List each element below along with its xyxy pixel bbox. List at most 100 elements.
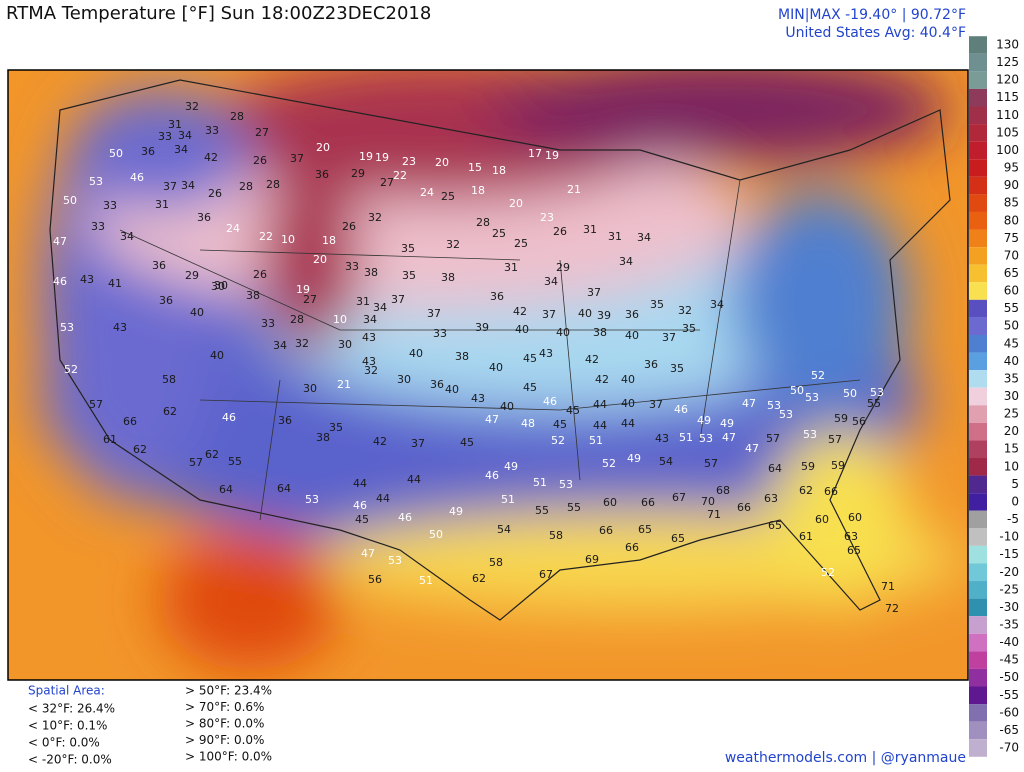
- station-temp: 66: [123, 415, 137, 428]
- colorbar-label: -20: [999, 565, 1019, 579]
- colorbar-label: 10: [1004, 459, 1019, 473]
- station-temp: 63: [844, 530, 858, 543]
- station-temp: 34: [544, 275, 558, 288]
- colorbar-label: -25: [999, 582, 1019, 596]
- station-temp: 33: [433, 327, 447, 340]
- station-temp: 26: [253, 154, 267, 167]
- station-temp: 26: [208, 187, 222, 200]
- colorbar-label: -60: [999, 705, 1019, 719]
- station-temp: 46: [398, 511, 412, 524]
- colorbar-label: 85: [1004, 196, 1019, 210]
- station-temp: 58: [162, 373, 176, 386]
- station-temp: 55: [567, 501, 581, 514]
- station-temp: 31: [608, 230, 622, 243]
- station-temp: 40: [621, 397, 635, 410]
- colorbar-label: -50: [999, 670, 1019, 684]
- colorbar-band: [969, 159, 987, 177]
- colorbar-band: [969, 176, 987, 195]
- station-temp: 32: [295, 337, 309, 350]
- station-temp: 55: [228, 455, 242, 468]
- station-temp: 33: [158, 130, 172, 143]
- station-temp: 45: [523, 381, 537, 394]
- station-temp: 45: [566, 404, 580, 417]
- station-temp: 44: [353, 477, 367, 490]
- colorbar-band: [969, 458, 987, 476]
- min-max: MIN|MAX -19.40° | 90.72°F: [778, 7, 966, 23]
- station-temp: 53: [60, 321, 74, 334]
- colorbar-label: -45: [999, 653, 1019, 667]
- colorbar-band: [969, 299, 987, 318]
- station-temp: 45: [523, 352, 537, 365]
- station-temp: 72: [885, 602, 899, 615]
- colorbar-band: [969, 317, 987, 335]
- station-temp: 43: [539, 347, 553, 360]
- colorbar-label: -15: [999, 547, 1019, 561]
- station-temp: 39: [597, 309, 611, 322]
- station-temp: 34: [178, 129, 192, 142]
- station-temp: 35: [329, 421, 343, 434]
- station-temp: 24: [420, 186, 434, 199]
- station-temp: 54: [497, 523, 511, 536]
- station-temp: 34: [174, 143, 188, 156]
- station-temp: 38: [246, 289, 260, 302]
- station-temp: 37: [163, 180, 177, 193]
- station-temp: 42: [595, 373, 609, 386]
- station-temp: 62: [472, 572, 486, 585]
- station-temp: 35: [650, 298, 664, 311]
- colorbar-label: -35: [999, 617, 1019, 631]
- station-temp: 27: [255, 126, 269, 139]
- station-temp: 66: [641, 496, 655, 509]
- stat-below: < 32°F: 26.4%: [28, 702, 115, 716]
- colorbar-band: [969, 616, 987, 634]
- station-temp: 44: [376, 492, 390, 505]
- station-temp: 65: [768, 519, 782, 532]
- station-temp: 51: [501, 493, 515, 506]
- station-temp: 52: [602, 457, 616, 470]
- station-temp: 43: [655, 432, 669, 445]
- colorbar-label: 50: [1004, 319, 1019, 333]
- station-temp: 20: [435, 156, 449, 169]
- station-temp: 62: [163, 405, 177, 418]
- colorbar-band: [969, 422, 987, 441]
- colorbar-band: [969, 264, 987, 283]
- station-temp: 19: [375, 151, 389, 164]
- station-temp: 53: [779, 408, 793, 421]
- station-temp: 52: [821, 566, 835, 579]
- station-temp: 43: [362, 355, 376, 368]
- station-temp: 25: [514, 237, 528, 250]
- station-temp: 32: [368, 211, 382, 224]
- station-temp: 46: [485, 469, 499, 482]
- station-temp: 31: [168, 118, 182, 131]
- station-temp: 57: [704, 457, 718, 470]
- station-temp: 18: [492, 164, 506, 177]
- colorbar-band: [969, 545, 987, 564]
- colorbar-band: [969, 721, 987, 740]
- colorbar-band: [969, 493, 987, 511]
- station-temp: 68: [716, 484, 730, 497]
- station-temp: 38: [316, 431, 330, 444]
- station-temp: 71: [707, 508, 721, 521]
- station-temp: 26: [342, 220, 356, 233]
- station-temp: 43: [471, 392, 485, 405]
- station-temp: 44: [407, 473, 421, 486]
- colorbar-label: 95: [1004, 161, 1019, 175]
- station-temp: 31: [504, 261, 518, 274]
- station-temp: 49: [697, 414, 711, 427]
- station-temp: 56: [852, 415, 866, 428]
- station-temp: 50: [790, 384, 804, 397]
- colorbar-label: 90: [1004, 178, 1019, 192]
- station-temp: 28: [476, 216, 490, 229]
- station-temp: 30: [303, 382, 317, 395]
- station-temp: 52: [811, 369, 825, 382]
- colorbar-label: 30: [1004, 389, 1019, 403]
- station-temp: 65: [638, 523, 652, 536]
- station-temp: 34: [363, 313, 377, 326]
- colorbar-label: 15: [1004, 442, 1019, 456]
- colorbar-label: 105: [996, 125, 1019, 139]
- station-temp: 53: [559, 478, 573, 491]
- station-temp: 47: [361, 547, 375, 560]
- colorbar-band: [969, 528, 987, 546]
- colorbar-label: 125: [996, 55, 1019, 69]
- station-temp: 53: [305, 493, 319, 506]
